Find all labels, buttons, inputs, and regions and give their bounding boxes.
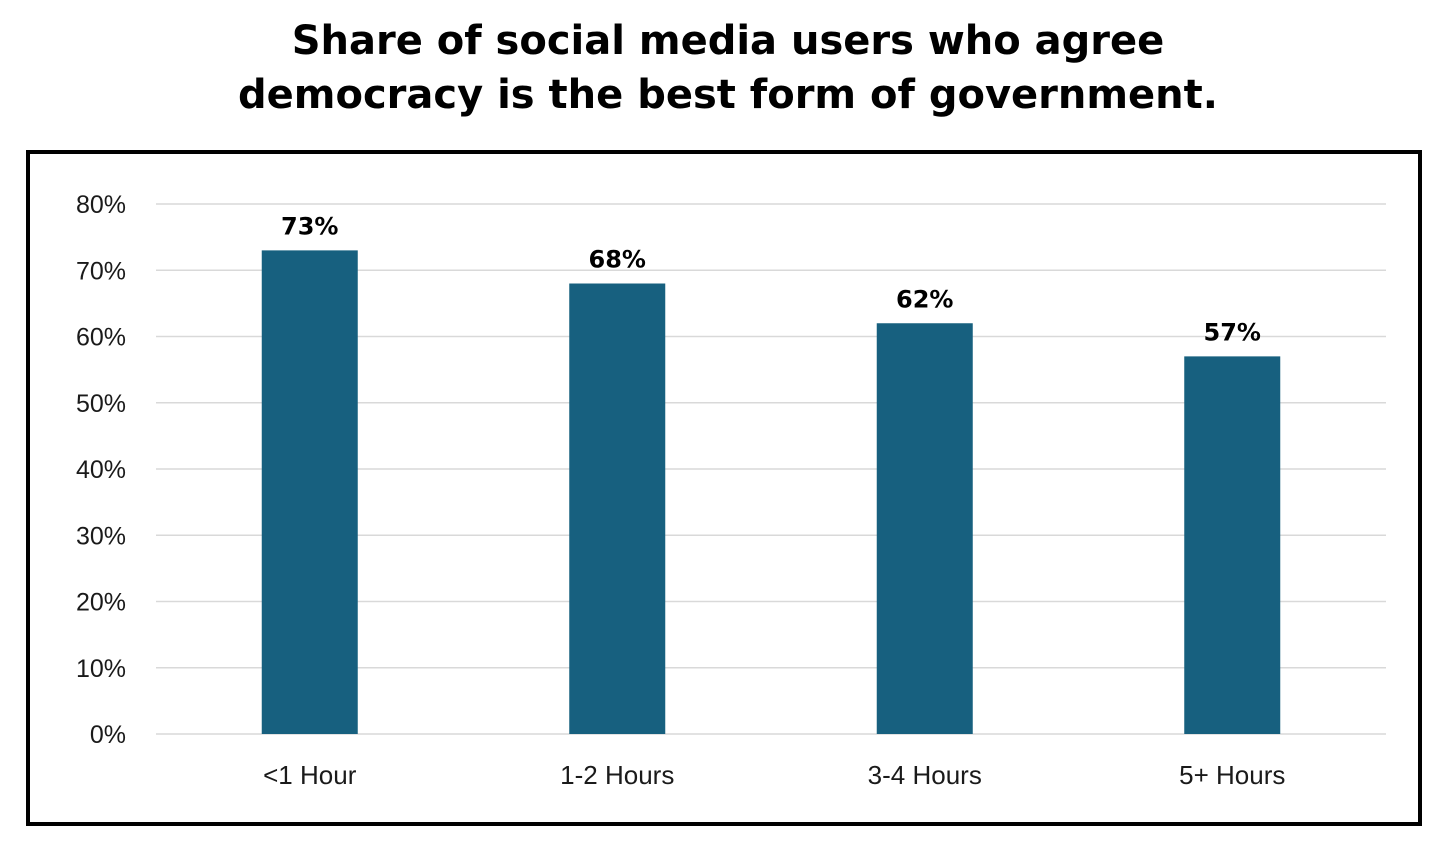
bar bbox=[569, 283, 666, 734]
chart-frame bbox=[26, 150, 1422, 826]
bars bbox=[261, 250, 1281, 734]
y-tick-label: 40% bbox=[76, 456, 126, 484]
y-tick-label: 30% bbox=[76, 522, 126, 550]
bar-data-label: 68% bbox=[589, 246, 646, 274]
chart-title-line-2: democracy is the best form of government… bbox=[238, 72, 1218, 118]
y-tick-label: 50% bbox=[76, 390, 126, 418]
data-labels: 73% 68% 62% 57% bbox=[281, 212, 1261, 346]
x-category-label: <1 Hour bbox=[263, 760, 357, 790]
x-category-label: 5+ Hours bbox=[1179, 760, 1285, 790]
bar-data-label: 57% bbox=[1204, 318, 1261, 346]
bar-data-label: 62% bbox=[896, 285, 953, 313]
y-tick-label: 70% bbox=[76, 257, 126, 285]
chart-title: Share of social media users who agree de… bbox=[0, 14, 1456, 122]
bar bbox=[261, 250, 358, 734]
y-tick-label: 10% bbox=[76, 655, 126, 683]
x-category-label: 1-2 Hours bbox=[560, 760, 674, 790]
y-axis-tick-labels: 0% 10% 20% 30% 40% 50% 60% 70% 80% bbox=[76, 191, 126, 749]
bar bbox=[876, 323, 973, 734]
x-category-label: 3-4 Hours bbox=[868, 760, 982, 790]
y-tick-label: 60% bbox=[76, 324, 126, 352]
x-axis-category-labels: <1 Hour 1-2 Hours 3-4 Hours 5+ Hours bbox=[263, 760, 1285, 790]
bar-data-label: 73% bbox=[281, 212, 338, 240]
y-tick-label: 0% bbox=[90, 721, 126, 749]
y-tick-label: 20% bbox=[76, 589, 126, 617]
bar bbox=[1184, 356, 1281, 734]
chart-title-line-1: Share of social media users who agree bbox=[291, 18, 1165, 64]
y-tick-label: 80% bbox=[76, 191, 126, 219]
gridlines bbox=[156, 203, 1386, 735]
